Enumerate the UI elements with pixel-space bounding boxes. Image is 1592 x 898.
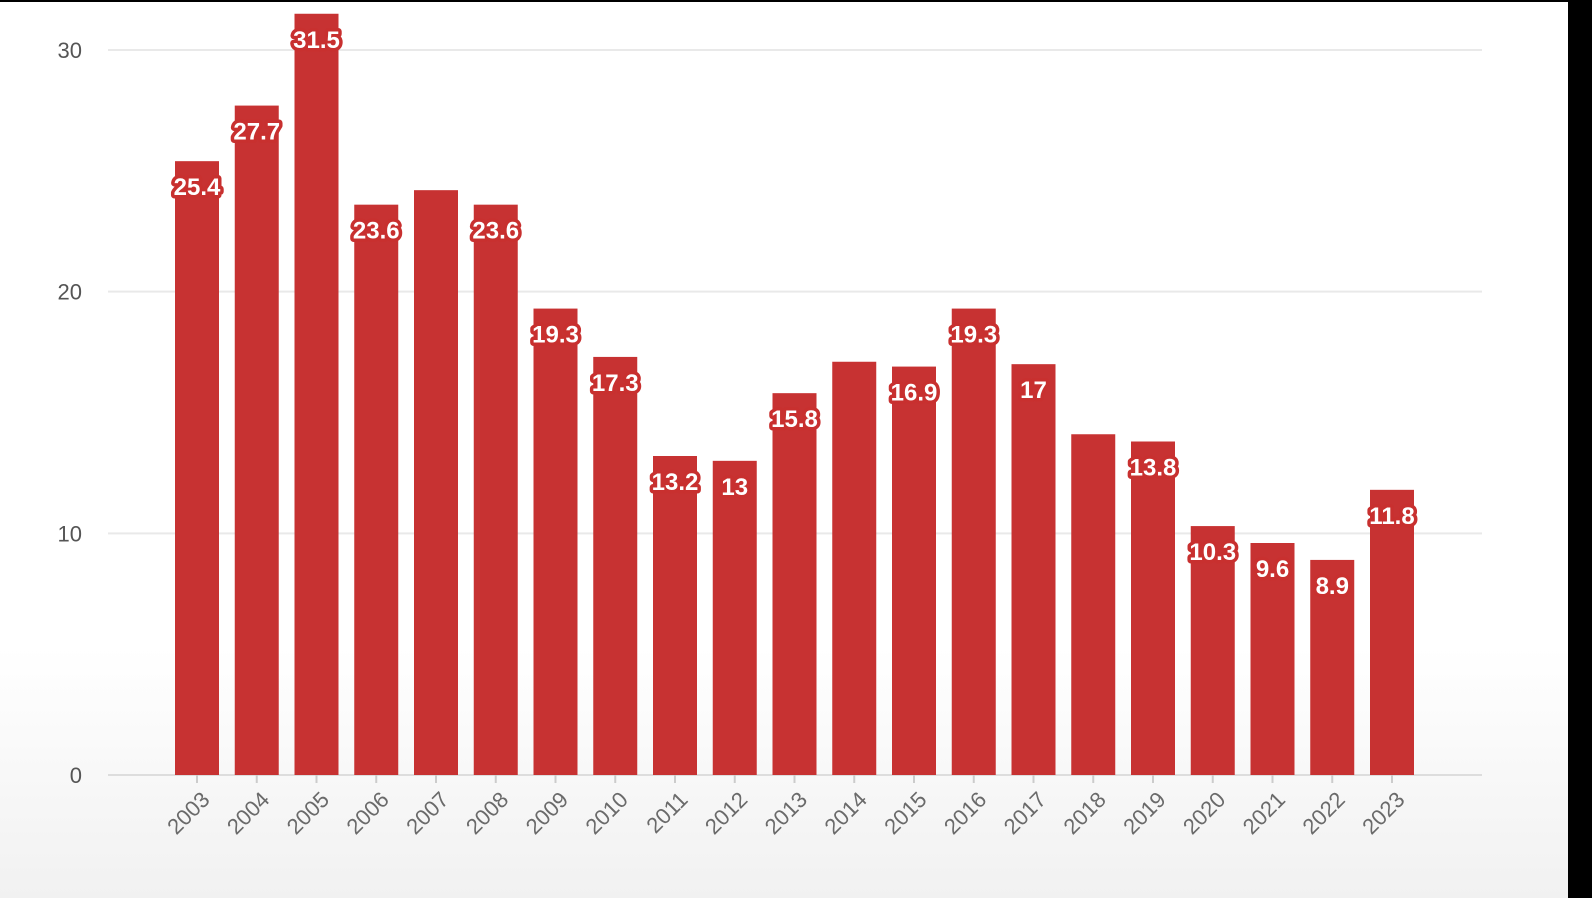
bar-2004[interactable] — [234, 105, 279, 776]
y-tick-label: 10 — [58, 521, 82, 546]
data-label: 23.6 — [472, 218, 519, 245]
bar-2006[interactable] — [354, 204, 399, 775]
bar-2021[interactable] — [1250, 543, 1295, 775]
x-tick-label: 2019 — [1118, 787, 1170, 839]
y-axis-ticks: 0 10 20 30 — [58, 38, 82, 788]
data-label: 9.6 — [1256, 556, 1289, 583]
x-tick-label: 2003 — [162, 787, 214, 839]
data-label: 8.9 — [1316, 573, 1349, 600]
data-label: 25.4 — [174, 174, 221, 201]
data-label: 15.8 — [771, 406, 818, 433]
data-labels: 25.4 27.7 31.5 23.6 23.6 19.3 17.3 13.2 13 15.8 16… — [170, 23, 1418, 603]
y-tick-label: 30 — [58, 38, 82, 63]
x-tick-label: 2018 — [1058, 787, 1110, 839]
data-label: 16.9 — [891, 380, 938, 407]
data-label: 13 — [721, 474, 748, 501]
x-tick-label: 2012 — [700, 787, 752, 839]
x-tick-label: 2023 — [1357, 787, 1409, 839]
x-tick-label: 2017 — [999, 787, 1051, 839]
data-label: 17.3 — [592, 370, 639, 397]
bar-2015[interactable] — [892, 366, 936, 775]
x-tick-label: 2010 — [580, 787, 632, 839]
data-label: 31.5 — [293, 27, 340, 54]
bar-2018[interactable] — [1071, 434, 1116, 775]
data-label: 27.7 — [233, 119, 280, 146]
bar-2013[interactable] — [772, 393, 817, 775]
x-tick-label: 2008 — [461, 787, 513, 839]
bar-2005[interactable] — [294, 13, 339, 775]
x-tick-label: 2011 — [641, 787, 692, 838]
data-label: 19.3 — [532, 322, 579, 349]
x-tick-label: 2020 — [1178, 787, 1230, 839]
bar-2008[interactable] — [473, 204, 518, 775]
bar-2003[interactable] — [175, 161, 219, 775]
bar-2016[interactable] — [951, 308, 996, 775]
data-label: 23.6 — [353, 218, 400, 245]
bar-2010[interactable] — [593, 356, 638, 775]
data-label: 10.3 — [1189, 539, 1236, 566]
bars — [175, 13, 1414, 776]
x-tick-label: 2004 — [222, 787, 274, 839]
bar-2009[interactable] — [533, 308, 578, 775]
bar-2020[interactable] — [1190, 526, 1235, 775]
data-label: 17 — [1020, 377, 1047, 404]
x-tick-label: 2021 — [1238, 787, 1290, 839]
x-tick-label: 2016 — [939, 787, 991, 839]
data-label: 13.8 — [1130, 455, 1177, 482]
bar-2017[interactable] — [1011, 364, 1056, 775]
bar-2011[interactable] — [653, 456, 697, 775]
data-label: 11.8 — [1369, 503, 1414, 530]
x-tick-label: 2007 — [401, 787, 453, 839]
data-label: 13.2 — [652, 469, 699, 496]
x-axis-ticks: 2003 2004 2005 2006 2007 2008 2009 2010 2011 2012… — [162, 775, 1410, 839]
x-tick-label: 2022 — [1297, 787, 1349, 839]
x-tick-label: 2013 — [760, 787, 812, 839]
bar-2023[interactable] — [1370, 489, 1414, 775]
x-tick-label: 2006 — [341, 787, 393, 839]
bar-2019[interactable] — [1131, 441, 1175, 776]
y-tick-label: 0 — [70, 763, 82, 788]
bar-2022[interactable] — [1310, 559, 1355, 775]
x-tick-label: 2015 — [879, 787, 931, 839]
bar-2014[interactable] — [832, 361, 877, 775]
y-tick-label: 20 — [58, 280, 82, 305]
x-tick-label: 2014 — [819, 787, 871, 839]
bar-2007[interactable] — [414, 190, 458, 775]
x-tick-label: 2005 — [282, 787, 334, 839]
bar-2012[interactable] — [712, 460, 757, 775]
data-label: 19.3 — [950, 322, 997, 349]
x-tick-label: 2009 — [521, 787, 573, 839]
